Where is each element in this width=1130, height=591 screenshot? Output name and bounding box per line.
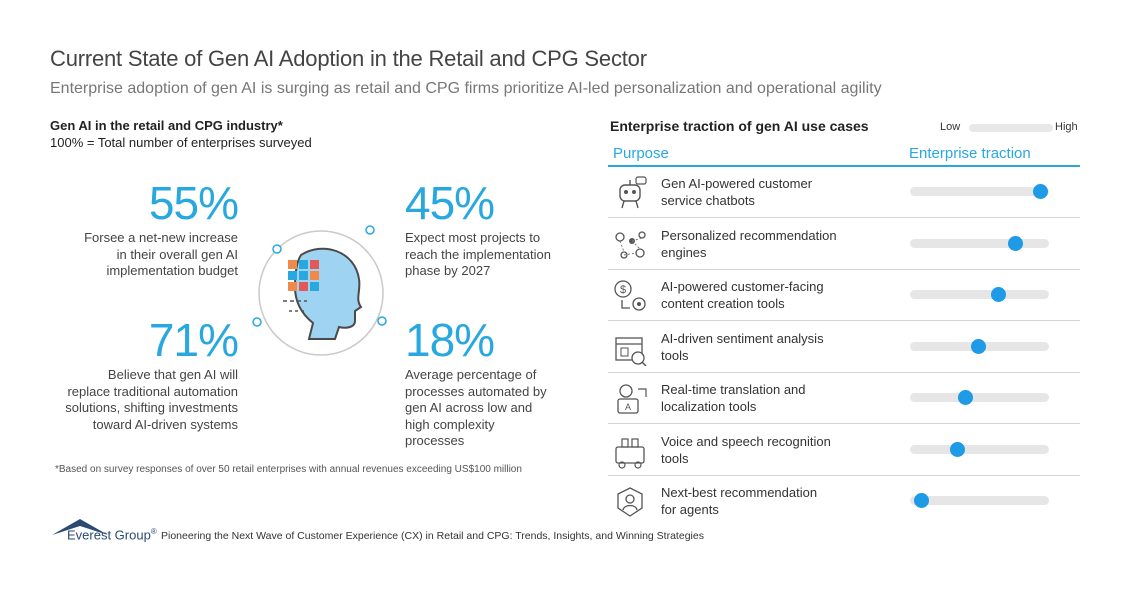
left-subheading: 100% = Total number of enterprises surve… [50,135,312,150]
agent-recommendation-icon [617,487,643,517]
translation-icon: A [617,384,647,414]
page-title: Current State of Gen AI Adoption in the … [50,46,647,71]
stat-value: 18% [405,314,495,366]
ring-node [252,317,262,327]
traction-track [910,238,1049,248]
ring-node [272,244,282,254]
stat-45: 45% Expect most projects to reach the im… [405,180,585,280]
stat-description: Expect most projects to reach the implem… [405,230,551,278]
stat-value: 71% [148,314,239,366]
traction-marker [958,390,974,405]
traction-track [910,393,1049,402]
sentiment-analysis-icon [615,336,647,366]
content-creation-icon: $ [614,280,646,311]
stat-description: Believe that gen AI will replace traditi… [65,367,238,432]
use-case-label: AI-powered customer-facing content creati… [661,279,824,311]
ring-node [365,225,375,235]
traction-track [910,187,1049,196]
header-rule [608,165,1080,167]
ring-node [377,316,387,326]
traction-marker [970,338,986,354]
use-case-label: Voice and speech recognition tools [661,433,831,466]
use-case-label: Real-time translation and localization to… [661,382,806,414]
robot-chatbot-icon [619,176,647,209]
use-case-row: $ AI-powered customer-facing content creat… [608,270,1080,321]
recommendation-network-icon [615,230,646,259]
stat-55: 55% Forsee a net-new increase in their o… [60,177,239,280]
traction-track [910,290,1049,299]
use-case-label: Gen AI-powered customer service chatbots [661,176,813,208]
stat-value: 55% [148,177,239,229]
use-case-row: AI-driven sentiment analysis tools [608,322,1080,373]
use-case-label: Personalized recommendation engines [661,227,837,260]
traction-marker [949,441,965,457]
brand-name: Everest Group® [67,527,157,543]
report-title: Pioneering the Next Wave of Customer Exp… [161,530,704,542]
use-case-row: Next-best recommendation for agents [608,476,1080,527]
voice-recognition-icon [615,437,645,469]
traction-marker [991,287,1007,302]
traction-marker [1033,184,1049,199]
use-case-row: Personalized recommendation engines [608,219,1080,270]
traction-marker [913,493,929,508]
svg-text:A: A [625,402,631,412]
traction-track [910,496,1049,505]
page-subtitle: Enterprise adoption of gen AI is surging… [50,80,882,97]
left-heading: Gen AI in the retail and CPG industry* [50,118,283,133]
everest-group-logo-icon [52,519,108,535]
ai-head-illustration [252,225,387,356]
use-case-row: Gen AI-powered customer service chatbots [608,167,1080,218]
traction-track [910,444,1049,454]
stat-description: Forsee a net-new increase in their overa… [84,230,238,278]
stat-71: 71% Believe that gen AI will replace tra… [40,314,239,433]
use-case-row: A Real-time translation and localization t… [608,373,1080,424]
legend-bar [969,124,1053,132]
legend-low: Low [940,121,961,133]
right-heading: Enterprise traction of gen AI use cases [610,118,869,134]
svg-text:$: $ [620,284,626,296]
column-traction: Enterprise traction [909,145,1031,162]
stat-18: 18% Average percentage of processes auto… [405,317,585,450]
legend-high: High [1055,121,1078,133]
footnote: *Based on survey responses of over 50 re… [55,464,522,475]
column-purpose: Purpose [613,145,669,162]
use-case-label: AI-driven sentiment analysis tools [661,330,824,363]
use-case-label: Next-best recommendation for agents [661,485,818,517]
stat-description: Average percentage of processes automate… [405,367,547,448]
traction-marker [1008,235,1024,251]
stat-value: 45% [405,177,495,229]
use-case-row: Voice and speech recognition tools [608,425,1080,476]
